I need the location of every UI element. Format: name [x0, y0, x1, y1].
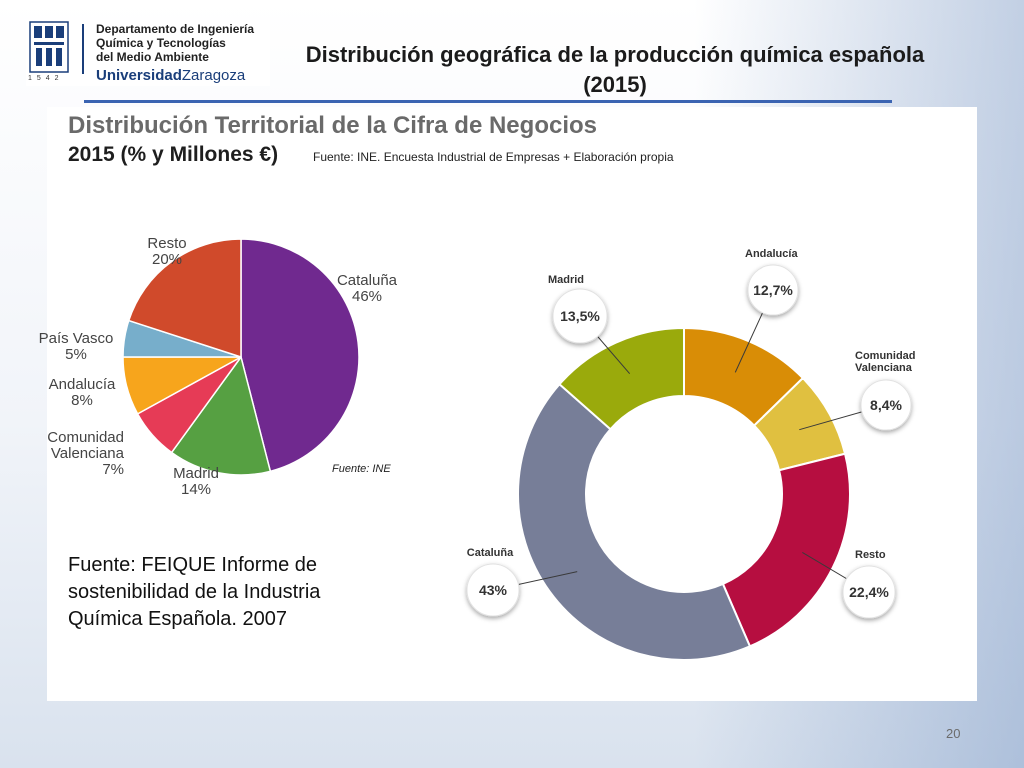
logo-dept-line1: Departamento de Ingeniería [96, 22, 255, 36]
pie-source-label: Fuente: INE [332, 463, 391, 475]
slide-title: Distribución geográfica de la producción… [305, 42, 925, 97]
panel-subtitle: 2015 (% y Millones €) [68, 143, 279, 166]
pie-slice-cataluna [240, 238, 360, 473]
donut-bubble-madrid [552, 288, 608, 344]
pie-slice-madrid [170, 355, 272, 476]
pie-slice-resto [127, 238, 242, 359]
donut-slice-resto [721, 452, 851, 648]
donut-chart: 12,7% Andalucía 8,4% Comunidad Valenciana 22,… [466, 248, 916, 661]
panel-source: Fuente: INE. Encuesta Industrial de Empr… [313, 150, 674, 164]
donut-bubble-resto [842, 565, 896, 619]
logo-uni-bold: Universidad [96, 67, 182, 84]
donut-slice-madrid [558, 326, 685, 431]
donut-value-comunidad-valenciana: 8,4% [870, 397, 902, 413]
donut-bubble-comunidad-valenciana [860, 379, 912, 431]
logo-university: UniversidadZaragoza [96, 67, 245, 84]
donut-bubble-cataluna [466, 563, 520, 617]
donut-label-comunidad-valenciana: Comunidad Valenciana [855, 350, 916, 374]
pie-chart: Cataluña 46% Madrid 14% Comunidad Valenciana 7… [39, 235, 398, 498]
logo-dept-line3: del Medio Ambiente [96, 50, 209, 64]
logo-uni-city: Zaragoza [181, 67, 246, 84]
pie-label-cataluna: Cataluña 46% [337, 272, 398, 305]
donut-label-andalucia: Andalucía [745, 248, 798, 260]
donut-bubble-andalucia [747, 264, 799, 316]
donut-label-resto: Resto [855, 549, 886, 561]
university-crest-icon [29, 21, 84, 74]
donut-label-madrid: Madrid [548, 274, 584, 286]
donut-value-cataluna: 43% [479, 582, 508, 598]
donut-value-andalucia: 12,7% [753, 282, 793, 298]
pie-label-pais-vasco: País Vasco 5% [39, 330, 114, 363]
pie-label-madrid: Madrid 14% [173, 465, 219, 498]
logo-dept-line2: Química y Tecnologías [96, 36, 226, 50]
pie-label-comunidad-valenciana: Comunidad Valenciana 7% [47, 429, 124, 478]
donut-slice-cataluna [517, 382, 752, 661]
logo-year: 1542 [28, 75, 64, 82]
title-divider [84, 100, 892, 103]
donut-value-resto: 22,4% [849, 584, 889, 600]
donut-value-madrid: 13,5% [560, 308, 600, 324]
panel-title: Distribución Territorial de la Cifra de … [68, 112, 597, 139]
university-logo: 1542 Departamento de Ingeniería Química … [26, 20, 270, 86]
pie-label-andalucia: Andalucía 8% [49, 376, 116, 409]
feique-source-note: Fuente: FEIQUE Informe de sostenibilidad… [68, 554, 321, 630]
donut-label-cataluna: Cataluña [467, 547, 514, 559]
page-number: 20 [946, 726, 961, 741]
pie-label-resto: Resto 20% [147, 235, 186, 268]
